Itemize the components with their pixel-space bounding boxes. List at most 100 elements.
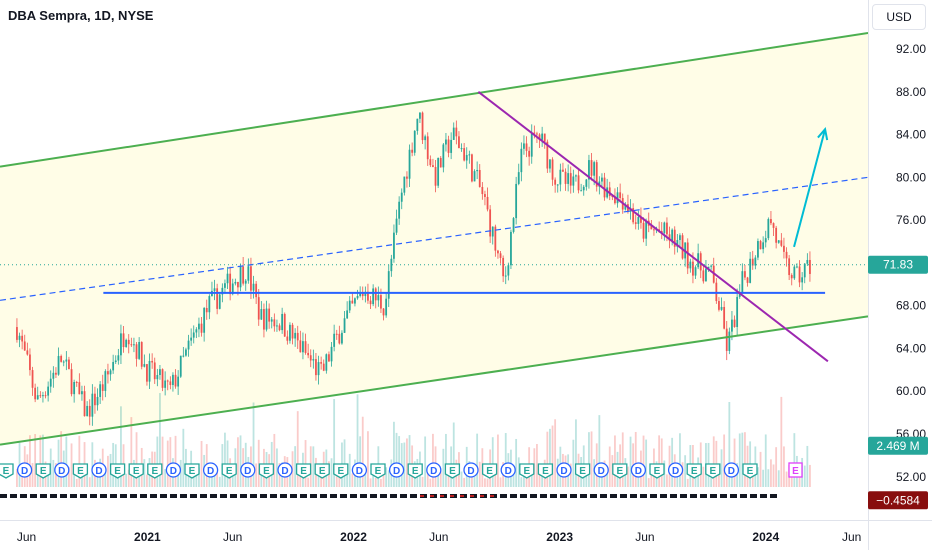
candle-body	[146, 364, 148, 382]
volume-bar	[60, 431, 63, 487]
candle-body	[445, 139, 447, 145]
event-label: D	[728, 466, 735, 477]
volume-bar	[55, 463, 57, 487]
volume-bar	[161, 436, 164, 487]
candle-body	[806, 259, 809, 264]
candle-body	[330, 346, 333, 362]
indicator-badge: −0.4584	[876, 493, 920, 507]
volume-bar	[686, 478, 689, 487]
volume-bar	[320, 469, 323, 487]
candle-body	[242, 266, 245, 284]
earnings-marker	[128, 463, 144, 479]
candle-body	[208, 296, 211, 313]
dividend-marker	[277, 462, 293, 478]
candle-body	[564, 171, 567, 184]
volume-bar	[809, 464, 811, 487]
y-tick-label: 64.00	[896, 341, 926, 355]
volume-bar	[549, 428, 551, 487]
candle-body	[49, 378, 52, 387]
candle-body	[585, 179, 588, 187]
volume-bar	[198, 467, 200, 487]
currency-selector-button[interactable]: USD	[872, 4, 926, 30]
candle-body	[42, 395, 44, 397]
candle-body	[120, 333, 122, 356]
candle-body	[73, 381, 76, 395]
channel-upper-line	[0, 31, 868, 168]
candle-body	[294, 332, 297, 339]
candle-body	[133, 344, 135, 346]
event-label: E	[375, 466, 382, 477]
candle-body	[673, 229, 676, 247]
candle-body	[356, 295, 359, 299]
volume-bar	[777, 470, 780, 487]
candle-body	[590, 160, 593, 176]
earnings-marker	[444, 463, 461, 479]
dividend-marker	[723, 462, 740, 478]
candle-body	[257, 297, 260, 320]
candle-body	[790, 275, 793, 279]
candle-body	[702, 270, 705, 282]
candle-body	[403, 176, 406, 193]
candle-body	[751, 258, 754, 266]
volume-bar	[343, 439, 346, 487]
volume-bar	[803, 465, 806, 487]
volume-bar	[218, 476, 221, 487]
candle-body	[437, 157, 440, 186]
candle-body	[616, 192, 619, 204]
volume-bar	[608, 446, 611, 487]
event-label: D	[505, 466, 512, 477]
volume-bar	[361, 416, 364, 487]
candle-body	[159, 369, 161, 376]
candle-body	[104, 371, 107, 391]
y-tick-label: 76.00	[896, 213, 926, 227]
volume-bar	[182, 428, 185, 487]
candle-body	[764, 238, 767, 243]
event-label: E	[412, 466, 419, 477]
candle-body	[273, 319, 276, 327]
volume-bar	[793, 433, 796, 487]
candle-body	[39, 395, 42, 397]
candle-body	[460, 148, 463, 150]
downtrend-line	[477, 90, 829, 363]
candle-body	[270, 319, 273, 322]
earnings-marker	[370, 463, 386, 479]
volume-bar	[621, 432, 624, 487]
candle-body	[325, 354, 328, 371]
earnings-marker	[537, 463, 554, 479]
candle-body	[52, 372, 55, 379]
candle-body	[645, 220, 648, 239]
candle-body	[746, 277, 749, 283]
volume-bar	[757, 467, 759, 487]
volume-bar	[541, 474, 544, 487]
candle-body	[502, 257, 505, 277]
volume-bar	[554, 419, 557, 487]
candle-body	[679, 235, 681, 241]
candle-body	[783, 245, 785, 252]
candle-body	[88, 405, 91, 417]
event-label: E	[189, 466, 196, 477]
candle-body	[127, 339, 130, 345]
event-label: E	[691, 466, 698, 477]
candle-body	[523, 143, 525, 149]
candle-body	[666, 222, 668, 235]
event-label: D	[281, 466, 288, 477]
volume-bar	[294, 446, 297, 487]
candle-body	[109, 370, 112, 375]
event-label: E	[263, 466, 270, 477]
volume-bar	[606, 467, 609, 487]
candle-body	[463, 148, 466, 161]
volume-bar	[393, 421, 395, 487]
candle-body	[775, 227, 778, 243]
earnings-marker	[147, 463, 163, 479]
candle-body	[44, 395, 47, 397]
earnings-marker	[221, 463, 237, 479]
volume-bar	[517, 457, 520, 487]
candle-body	[343, 318, 346, 333]
candle-body	[588, 160, 590, 180]
x-tick-label: 2022	[340, 530, 367, 544]
candle-body	[512, 218, 515, 232]
candle-body	[478, 170, 481, 187]
candle-body	[239, 266, 242, 288]
candle-body	[169, 381, 172, 385]
